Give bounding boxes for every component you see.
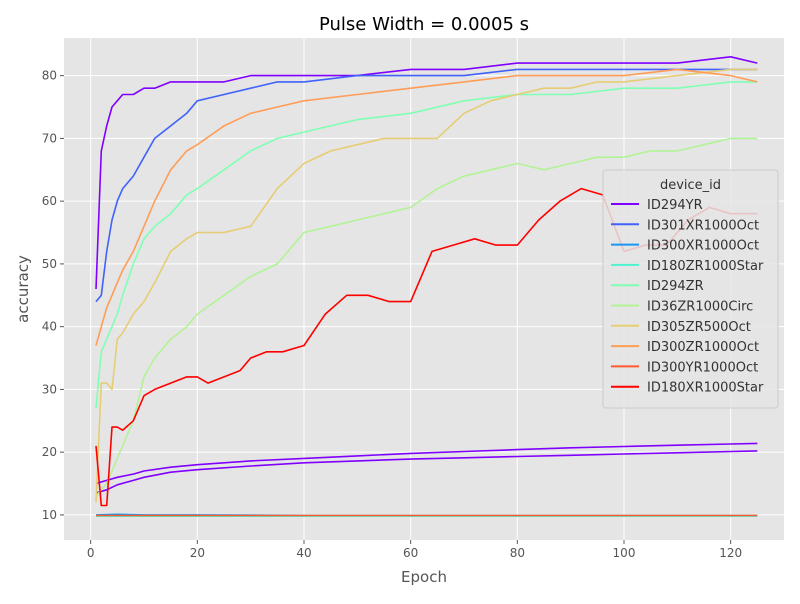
series-layer	[95, 56, 758, 517]
series-line-id294yr-run-2	[95, 450, 758, 494]
series-line-id36zr1000circ	[95, 137, 758, 497]
legend-entry-label: ID180ZR1000Star	[647, 259, 764, 274]
x-tick-label: 20	[190, 546, 205, 560]
legend-entry-label: ID294YR	[647, 198, 703, 213]
series-line-id305zr500oct	[95, 68, 758, 503]
chart-title: Pulse Width = 0.0005 s	[319, 14, 529, 35]
legend-entry-label: ID180XR1000Star	[647, 381, 764, 396]
x-tick-label: 60	[403, 546, 418, 560]
legend: device_id ID294YR ID301XR1000Oct ID300XR100…	[602, 169, 779, 409]
x-tick-label: 120	[719, 546, 742, 560]
legend-box	[602, 169, 779, 409]
legend-entry-label: ID300ZR1000Oct	[647, 340, 759, 355]
y-tick-label: 70	[42, 131, 57, 145]
legend-title: device_id	[660, 178, 721, 193]
x-tick-label: 40	[296, 546, 311, 560]
legend-entry-label: ID305ZR500Oct	[647, 320, 751, 335]
x-tick-label: 0	[87, 546, 95, 560]
series-line-id294yr-run-3	[95, 442, 758, 485]
legend-entry-label: ID301XR1000Oct	[647, 218, 759, 233]
series-line-id294zr	[95, 81, 758, 409]
legend-entry-label: ID300YR1000Oct	[647, 360, 758, 375]
y-tick-label: 60	[42, 194, 57, 208]
y-tick-label: 40	[42, 320, 57, 334]
y-tick-label: 80	[42, 69, 57, 83]
y-tick-label: 20	[42, 445, 57, 459]
axes: 0 20 40 60 80 100 120 10 20 30 40 50 60 70 80	[42, 69, 742, 560]
series-line-id301xr1000oct	[95, 68, 758, 303]
legend-entry-label: ID36ZR1000Circ	[647, 300, 753, 315]
y-tick-label: 30	[42, 382, 57, 396]
legend-entry-label: ID300XR1000Oct	[647, 239, 759, 254]
y-tick-label: 50	[42, 257, 57, 271]
legend-entry-label: ID294ZR	[647, 279, 704, 294]
series-line-id294yr	[95, 56, 758, 290]
y-axis-label: accuracy	[14, 255, 32, 323]
y-tick-label: 10	[42, 508, 57, 522]
x-tick-label: 80	[510, 546, 525, 560]
x-axis-label: Epoch	[401, 568, 447, 586]
series-line-id300zr1000oct	[95, 68, 758, 346]
x-tick-label: 100	[613, 546, 636, 560]
